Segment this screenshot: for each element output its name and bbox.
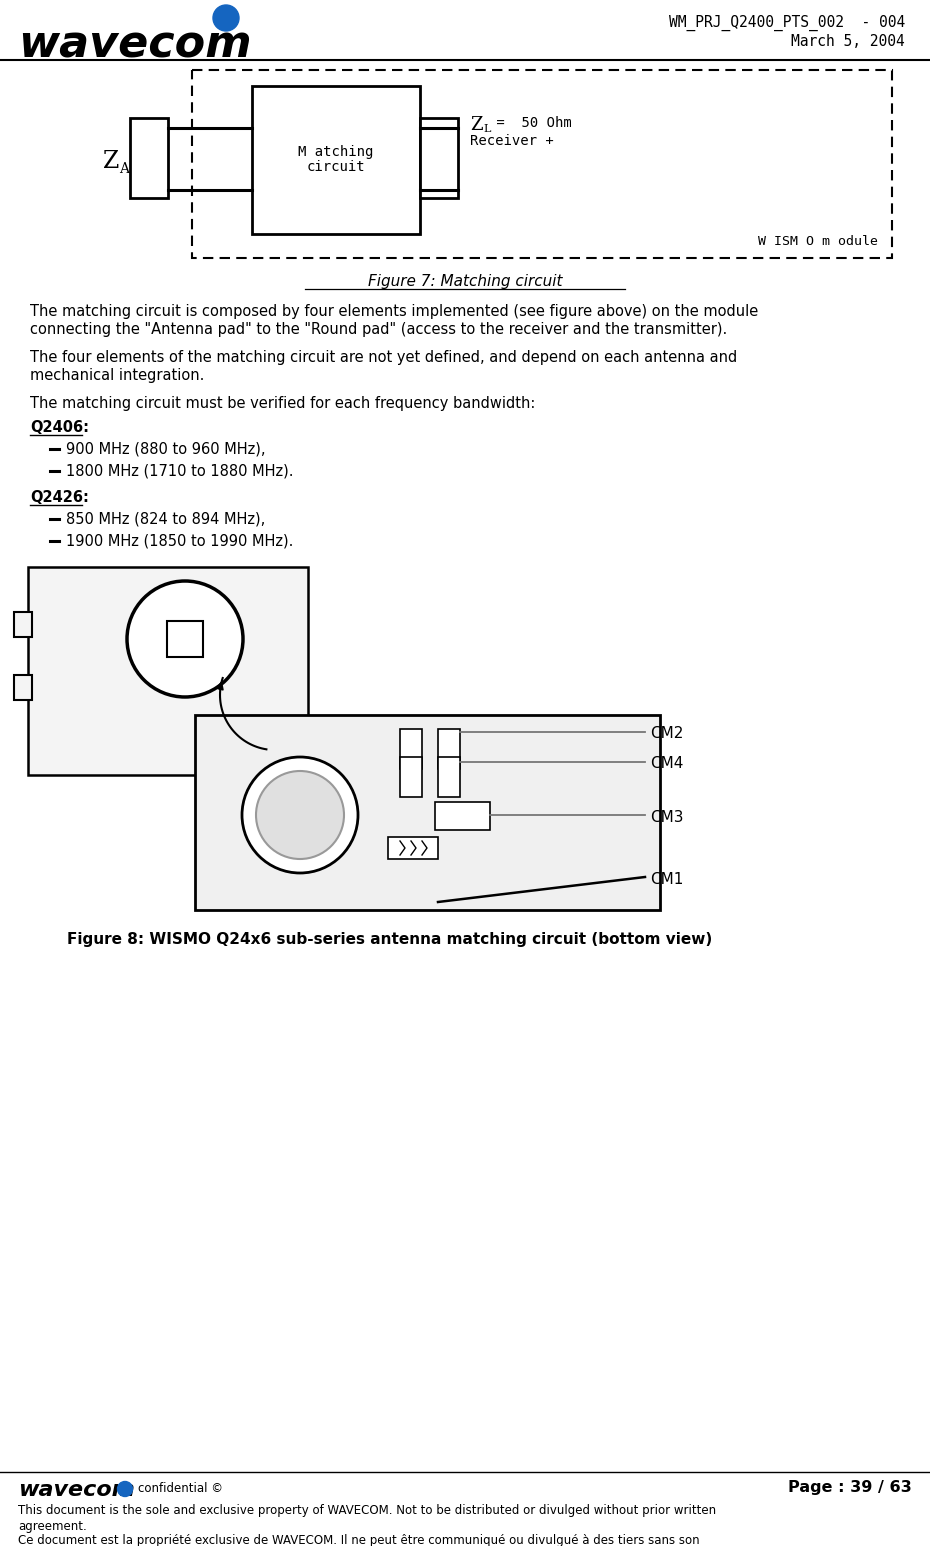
Text: connecting the "Antenna pad" to the "Round pad" (access to the receiver and the : connecting the "Antenna pad" to the "Rou… xyxy=(30,322,727,337)
Bar xyxy=(14,676,32,700)
Text: M atching: M atching xyxy=(299,145,374,159)
Bar xyxy=(195,714,660,911)
Bar xyxy=(252,87,420,233)
Bar xyxy=(438,730,460,768)
FancyBboxPatch shape xyxy=(192,70,892,258)
Bar xyxy=(400,730,422,768)
Text: circuit: circuit xyxy=(307,159,365,175)
Text: WM_PRJ_Q2400_PTS_002  - 004: WM_PRJ_Q2400_PTS_002 - 004 xyxy=(669,15,905,31)
Text: Q2406:: Q2406: xyxy=(30,421,89,434)
Bar xyxy=(28,567,308,775)
Text: Figure 7: Matching circuit: Figure 7: Matching circuit xyxy=(367,274,563,289)
Text: w: w xyxy=(221,12,232,23)
Text: wavecom: wavecom xyxy=(18,1480,135,1500)
Bar xyxy=(130,117,168,198)
Bar xyxy=(167,621,203,657)
Text: w: w xyxy=(122,1484,128,1493)
Text: Q2426:: Q2426: xyxy=(30,490,89,506)
Text: agreement.: agreement. xyxy=(18,1520,86,1534)
Bar xyxy=(400,758,422,798)
Text: 900 MHz (880 to 960 MHz),: 900 MHz (880 to 960 MHz), xyxy=(66,442,265,458)
Text: 850 MHz (824 to 894 MHz),: 850 MHz (824 to 894 MHz), xyxy=(66,512,265,527)
Text: The matching circuit must be verified for each frequency bandwidth:: The matching circuit must be verified fo… xyxy=(30,396,536,411)
Text: L: L xyxy=(483,124,490,135)
Bar xyxy=(420,117,458,198)
Text: wavecom: wavecom xyxy=(18,23,252,66)
Text: Z: Z xyxy=(470,116,483,135)
Text: March 5, 2004: March 5, 2004 xyxy=(791,34,905,49)
Text: W ISM O m odule: W ISM O m odule xyxy=(758,235,878,247)
Circle shape xyxy=(213,5,239,31)
Text: mechanical integration.: mechanical integration. xyxy=(30,368,205,383)
Text: Page : 39 / 63: Page : 39 / 63 xyxy=(789,1480,912,1495)
Bar xyxy=(435,802,490,830)
Bar xyxy=(14,612,32,637)
Text: The four elements of the matching circuit are not yet defined, and depend on eac: The four elements of the matching circui… xyxy=(30,349,737,365)
Circle shape xyxy=(256,771,344,860)
Text: CM2: CM2 xyxy=(650,727,684,742)
Text: 1900 MHz (1850 to 1990 MHz).: 1900 MHz (1850 to 1990 MHz). xyxy=(66,533,293,549)
Text: The matching circuit is composed by four elements implemented (see figure above): The matching circuit is composed by four… xyxy=(30,305,758,318)
Text: Z: Z xyxy=(103,150,119,173)
Text: CM3: CM3 xyxy=(650,810,684,824)
Text: Figure 8: WISMO Q24x6 sub-series antenna matching circuit (bottom view): Figure 8: WISMO Q24x6 sub-series antenna… xyxy=(67,932,712,948)
Text: CM1: CM1 xyxy=(650,872,684,886)
Text: A: A xyxy=(119,162,129,176)
Text: This document is the sole and exclusive property of WAVECOM. Not to be distribut: This document is the sole and exclusive … xyxy=(18,1504,716,1517)
Text: Ce document est la propriété exclusive de WAVECOM. Il ne peut être communiqué ou: Ce document est la propriété exclusive d… xyxy=(18,1534,699,1546)
Text: CM4: CM4 xyxy=(650,756,684,771)
Bar xyxy=(388,836,438,860)
Text: Receiver +: Receiver + xyxy=(470,135,553,148)
Bar xyxy=(438,758,460,798)
Text: confidential ©: confidential © xyxy=(138,1483,223,1495)
Circle shape xyxy=(242,758,358,873)
Circle shape xyxy=(117,1481,132,1497)
Circle shape xyxy=(127,581,243,697)
Text: =  50 Ohm: = 50 Ohm xyxy=(488,116,572,130)
Text: 1800 MHz (1710 to 1880 MHz).: 1800 MHz (1710 to 1880 MHz). xyxy=(66,464,294,479)
